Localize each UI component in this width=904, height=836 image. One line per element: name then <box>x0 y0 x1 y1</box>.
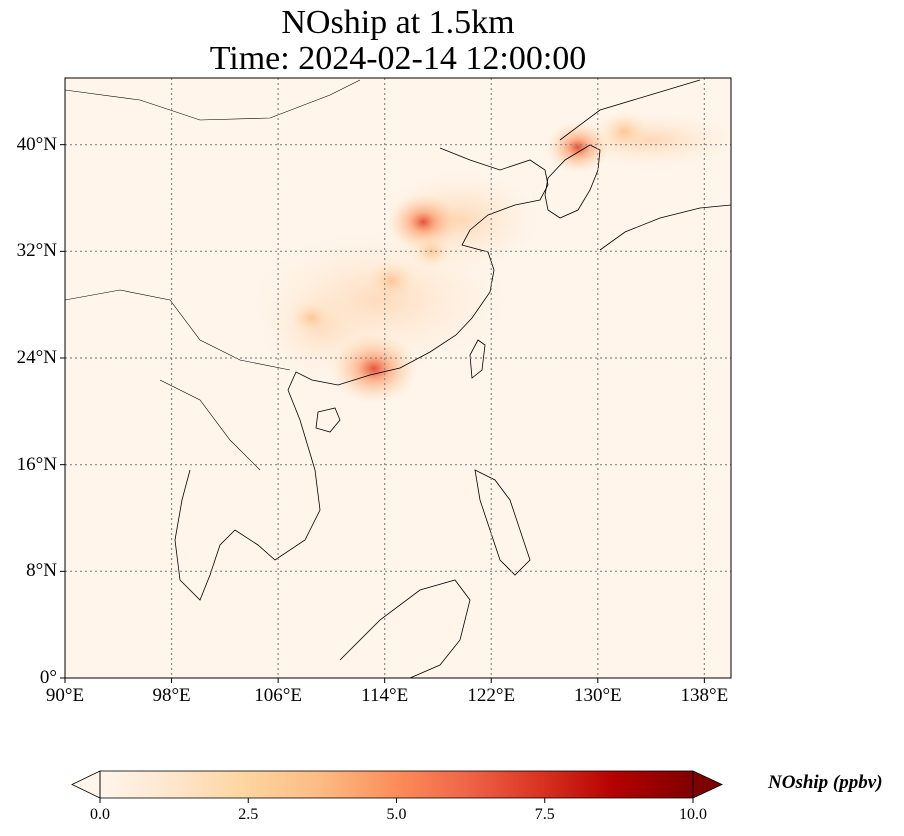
philippines-coastline <box>474 469 531 576</box>
x-tick-label: 106°E <box>254 685 302 706</box>
map-frame <box>64 77 732 679</box>
x-tick-label: 114°E <box>361 685 409 706</box>
japan-coastline <box>599 204 731 251</box>
colorbar-tick-label: 0.0 <box>90 806 110 823</box>
colorbar-tick-label: 10.0 <box>679 806 707 823</box>
y-tick-label: 24°N <box>16 347 57 368</box>
x-tick-label: 130°E <box>573 685 622 706</box>
border-line <box>159 379 261 471</box>
colorbar-extend-min <box>71 770 101 799</box>
y-tick-label: 8°N <box>26 560 57 582</box>
concentration-hotspot <box>330 333 419 404</box>
hainan-coastline <box>315 407 341 433</box>
coastlines <box>65 79 731 678</box>
korea-coastline <box>544 144 601 219</box>
colorbar-tick-label: 7.5 <box>534 806 555 823</box>
border-line <box>65 79 361 121</box>
tick-marks <box>60 144 705 683</box>
russia-coastline <box>559 79 701 141</box>
gridlines <box>65 78 731 678</box>
y-tick-label: 0° <box>39 667 57 688</box>
y-tick-label: 16°N <box>16 453 57 475</box>
concentration-hotspot <box>289 300 334 336</box>
x-tick-label: 98°E <box>152 685 191 706</box>
y-tick-label: 40°N <box>16 133 57 155</box>
x-tick-label: 122°E <box>467 685 516 706</box>
colorbar <box>71 770 723 803</box>
border-line <box>65 289 291 371</box>
taiwan-coastline <box>469 339 486 379</box>
concentration-hotspot <box>365 259 418 302</box>
concentration-hotspot <box>598 110 651 153</box>
concentration-field <box>250 110 731 404</box>
colorbar-tick-label: 2.5 <box>238 806 259 823</box>
title-line-2: Time: 2024-02-14 12:00:00 <box>209 40 587 77</box>
x-tick-label: 138°E <box>680 685 729 706</box>
title-line-1: NOship at 1.5km <box>281 4 515 41</box>
x-tick-label: 90°E <box>45 685 85 706</box>
indochina-coastline <box>174 389 321 601</box>
colorbar-extend-max <box>692 770 723 799</box>
y-tick-label: 32°N <box>16 240 57 262</box>
borneo-coastline <box>339 579 471 678</box>
concentration-hotspot <box>545 121 610 173</box>
china-coastline <box>287 147 549 391</box>
colorbar-body <box>100 771 693 798</box>
colorbar-label: NOship (ppbv) <box>768 772 883 793</box>
colorbar-tick-label: 5.0 <box>386 806 407 823</box>
